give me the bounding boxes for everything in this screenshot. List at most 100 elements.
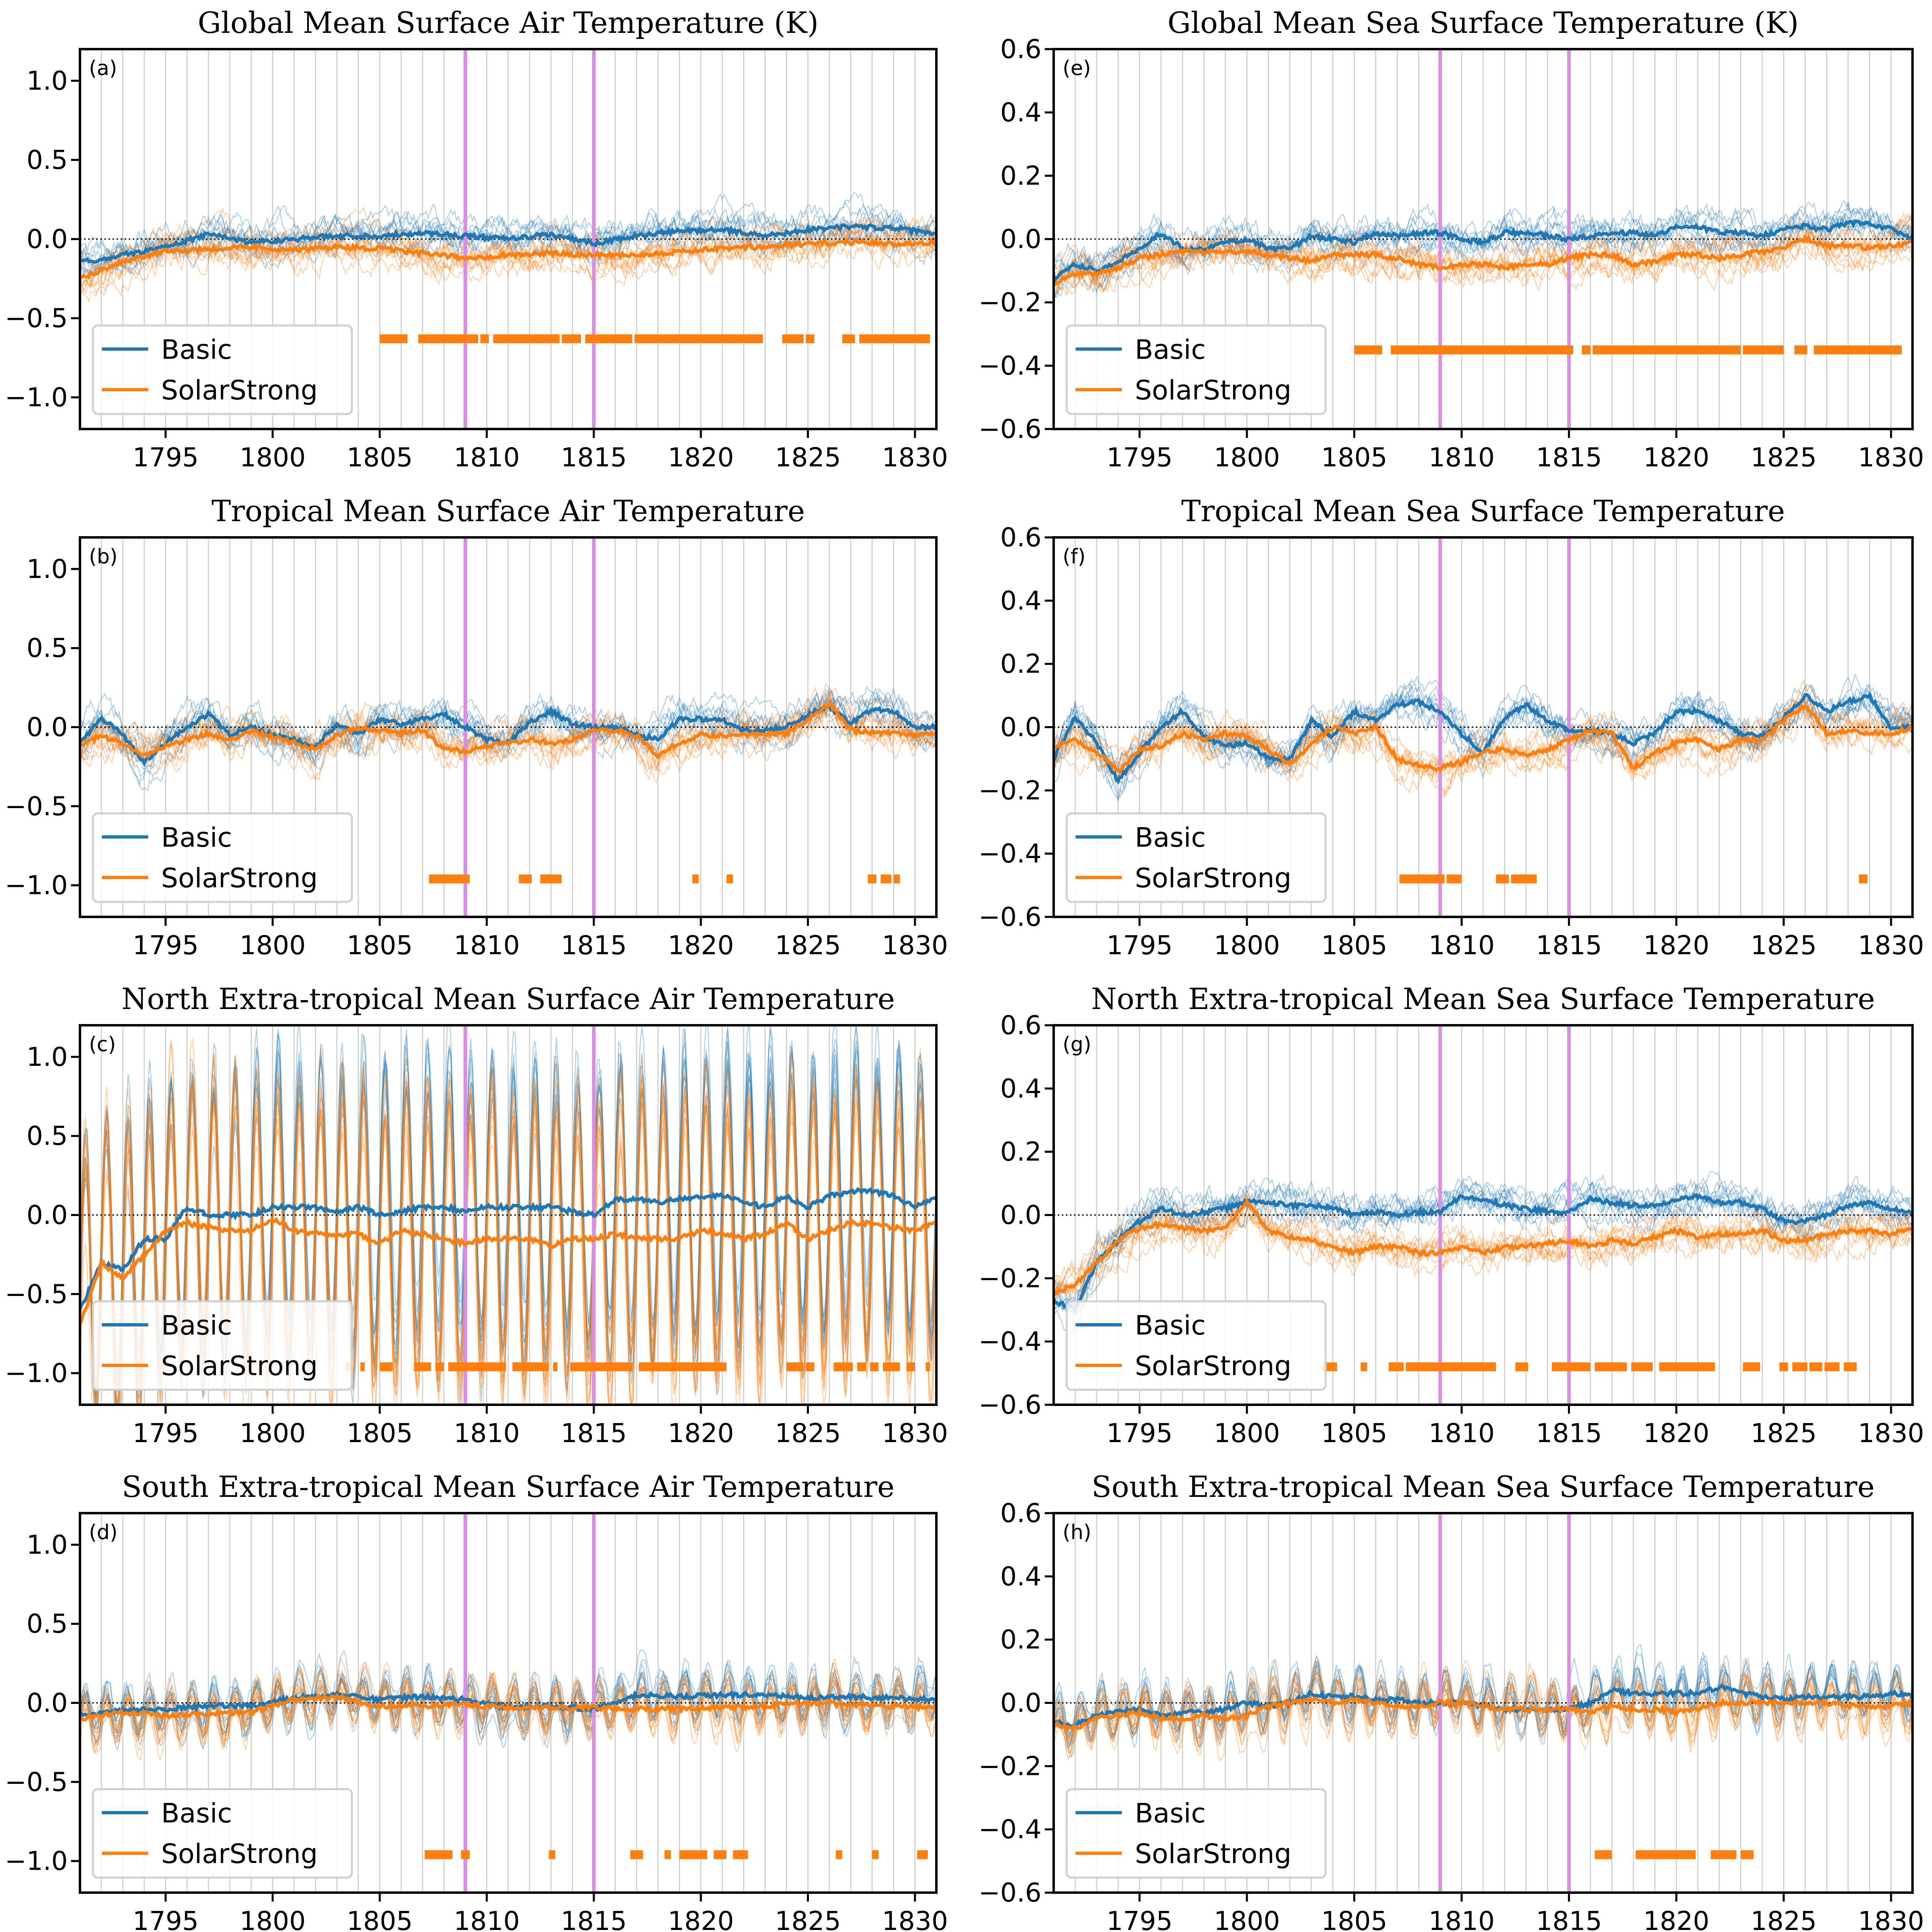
ensemble-member-solarstrong — [1054, 1668, 1913, 1747]
y-tick-label: −0.4 — [979, 1327, 1041, 1357]
x-tick-label: 1800 — [239, 931, 306, 961]
significance-marker — [1710, 1850, 1737, 1859]
ensemble-member-solarstrong — [1054, 712, 1913, 798]
y-tick-label: −0.4 — [979, 839, 1041, 869]
x-tick-label: 1815 — [1536, 443, 1602, 473]
y-tick-label: −0.6 — [979, 1878, 1041, 1908]
panel-b: 1795 1800 1805 1810 1815 1820 1825 1830 −1.0 −0.5… — [5, 494, 948, 961]
significance-marker — [1592, 345, 1741, 354]
ensemble-member-solarstrong — [1054, 1198, 1913, 1303]
legend-box — [1065, 324, 1327, 415]
y-tick-label: −0.4 — [979, 351, 1041, 381]
ensemble-member-solarstrong — [80, 215, 936, 304]
legend-label-basic: Basic — [161, 1798, 232, 1829]
y-tick-label: 0.0 — [1000, 1201, 1041, 1231]
y-tick-label: 0.4 — [1000, 586, 1041, 616]
y-tick-label: 0.5 — [26, 1609, 68, 1639]
plot-area — [1054, 1025, 1913, 1405]
x-tick-label: 1825 — [1751, 1419, 1817, 1449]
significance-marker — [540, 874, 562, 884]
y-tick-label: 0.6 — [1000, 1499, 1041, 1529]
legend-label-basic: Basic — [161, 334, 232, 365]
ensemble-member-solarstrong — [80, 1668, 936, 1751]
x-tick-label: 1805 — [347, 1419, 413, 1449]
ensemble-member-solarstrong — [1054, 1193, 1913, 1292]
ensemble-member-solarstrong — [80, 700, 936, 773]
significance-marker — [512, 1362, 549, 1371]
significance-marker — [1813, 345, 1902, 354]
legend: Basic SolarStrong — [92, 1788, 353, 1879]
x-tick-label: 1815 — [1536, 931, 1602, 961]
significance-marker — [1389, 1362, 1404, 1371]
y-tick-label: 0.0 — [26, 1688, 68, 1719]
x-tick-label: 1820 — [1643, 1419, 1710, 1449]
significance-marker — [1824, 1362, 1840, 1371]
y-tick-label: −1.0 — [5, 1358, 68, 1389]
ensemble-member-basic — [1054, 1181, 1913, 1335]
y-tick-label: 0.4 — [1000, 1562, 1041, 1592]
ensemble-member-basic — [1054, 688, 1913, 774]
ensemble-member-basic — [1054, 1177, 1913, 1314]
significance-marker — [549, 1850, 556, 1859]
ensemble-member-basic — [80, 1662, 936, 1742]
panel-e: 1795 1800 1805 1810 1815 1820 1825 1830 −0.6 −0.4… — [979, 6, 1924, 473]
ensemble-member-solarstrong — [1054, 1201, 1913, 1299]
legend-box — [92, 324, 353, 415]
ensemble-member-solarstrong — [80, 1657, 936, 1753]
legend-label-solarstrong: SolarStrong — [161, 1838, 318, 1869]
x-tick-label: 1800 — [239, 1419, 306, 1449]
ensemble-member-basic — [80, 1650, 936, 1746]
panel-f: 1795 1800 1805 1810 1815 1820 1825 1830 −0.6 −0.4… — [979, 494, 1924, 961]
y-tick-label: −0.2 — [979, 1264, 1041, 1294]
x-tick-label: 1830 — [1858, 931, 1924, 961]
x-tick-label: 1830 — [1858, 1419, 1924, 1449]
panel-title: Tropical Mean Surface Air Temperature — [211, 494, 805, 528]
ensemble-member-solarstrong — [80, 1664, 936, 1748]
ensemble-member-basic — [1054, 1659, 1913, 1760]
ensemble-member-basic — [1054, 1654, 1913, 1748]
x-tick-label: 1795 — [133, 443, 199, 473]
significance-marker — [806, 334, 815, 343]
ensemble-member-basic — [1054, 1655, 1913, 1749]
ensemble-member-solarstrong — [1054, 1660, 1913, 1755]
ensemble-member-solarstrong — [80, 218, 936, 281]
significance-marker — [380, 1362, 393, 1371]
y-tick-label: 0.2 — [1000, 161, 1041, 191]
legend-box — [1065, 1788, 1327, 1879]
mean-line-solarstrong — [1054, 703, 1913, 775]
panel-a: 1795 1800 1805 1810 1815 1820 1825 1830 −1.0 −0.5… — [5, 6, 948, 473]
legend-label-basic: Basic — [1135, 822, 1206, 853]
x-tick-label: 1825 — [1751, 1906, 1817, 1932]
significance-marker — [553, 1362, 558, 1371]
x-tick-label: 1795 — [1106, 443, 1173, 473]
legend-label-solarstrong: SolarStrong — [161, 1350, 318, 1382]
significance-marker — [664, 1850, 671, 1859]
significance-marker — [727, 874, 733, 884]
panel-h: 1795 1800 1805 1810 1815 1820 1825 1830 −0.6 −0.4… — [979, 1470, 1924, 1932]
panel-c: 1795 1800 1805 1810 1815 1820 1825 1830 −1.0 −0.5… — [5, 982, 948, 1449]
y-tick-label: 1.0 — [26, 1042, 68, 1072]
panel-title: South Extra-tropical Mean Surface Air Te… — [122, 1470, 895, 1504]
significance-marker — [425, 1850, 453, 1859]
ensemble-member-basic — [1054, 200, 1913, 298]
ensemble-member-basic — [1054, 1179, 1913, 1316]
significance-marker — [1515, 1362, 1529, 1371]
x-tick-label: 1815 — [561, 931, 627, 961]
x-tick-label: 1795 — [1106, 1906, 1173, 1932]
x-tick-label: 1810 — [1429, 443, 1495, 473]
ensemble-member-basic — [1054, 1179, 1913, 1317]
ensemble-member-basic — [80, 205, 936, 266]
significance-marker — [1399, 874, 1445, 884]
panel-label: (f) — [1063, 545, 1086, 568]
mean-line-solarstrong — [80, 1693, 936, 1722]
y-tick-label: 0.0 — [1000, 1688, 1041, 1719]
y-tick-label: −0.4 — [979, 1815, 1041, 1845]
panel-title: Global Mean Surface Air Temperature (K) — [198, 6, 819, 40]
ensemble-member-basic — [1054, 1175, 1913, 1313]
ensemble-member-basic — [1054, 685, 1913, 778]
y-tick-label: 0.4 — [1000, 1074, 1041, 1104]
x-tick-label: 1825 — [775, 1419, 841, 1449]
ensemble-member-solarstrong — [1054, 1208, 1913, 1292]
significance-marker — [1635, 1850, 1696, 1859]
y-tick-label: 1.0 — [26, 66, 68, 96]
